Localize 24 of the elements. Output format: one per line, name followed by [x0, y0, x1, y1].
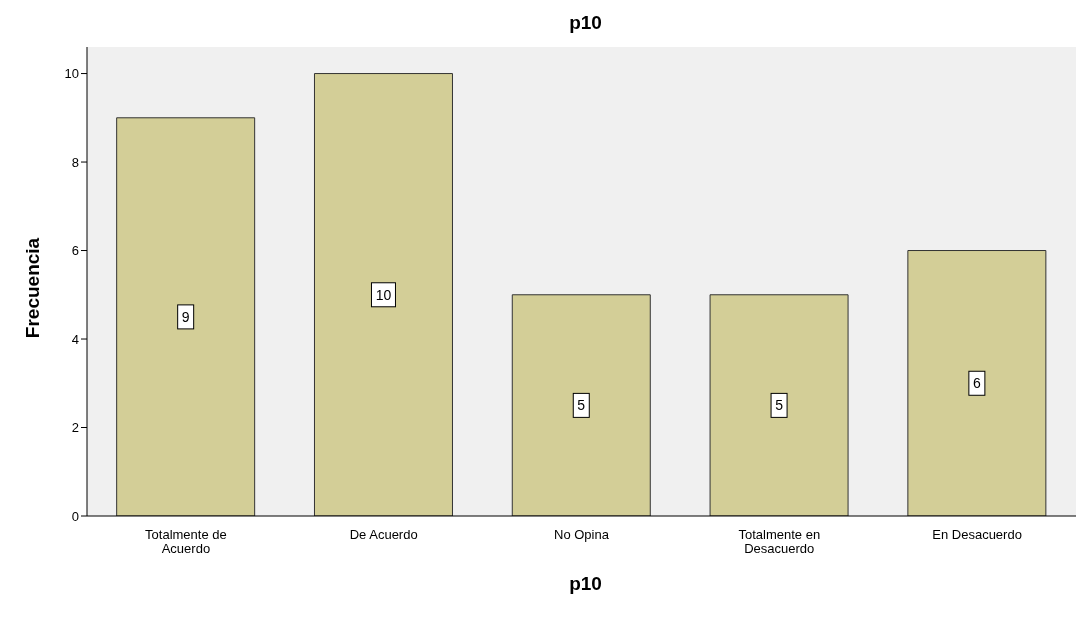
y-tick-label: 0 — [71, 508, 79, 524]
y-tick-label: 10 — [64, 66, 79, 82]
y-tick-label: 2 — [71, 420, 79, 436]
bar — [313, 73, 453, 516]
x-axis-title: p10 — [568, 573, 603, 595]
chart-title: p10 — [568, 12, 603, 34]
bar — [709, 294, 849, 516]
x-tick-label: En Desacuerdo — [932, 527, 1022, 543]
bar — [116, 117, 256, 516]
data-label: 5 — [775, 397, 784, 414]
data-label: 10 — [375, 286, 392, 303]
bar — [907, 250, 1047, 516]
y-tick-label: 8 — [71, 154, 79, 170]
data-label: 9 — [181, 308, 190, 325]
x-tick-label: No Opina — [554, 527, 610, 543]
x-tick-label: Totalmente en Desacuerdo — [738, 527, 821, 557]
x-tick-label: De Acuerdo — [349, 527, 418, 543]
bar — [511, 294, 651, 516]
y-axis-title: Frecuencia — [22, 237, 44, 339]
x-tick-label: Totalmente de Acuerdo — [145, 527, 227, 557]
y-tick-label: 4 — [71, 331, 79, 347]
data-label: 5 — [577, 397, 586, 414]
y-tick-label: 6 — [71, 243, 79, 259]
data-label: 6 — [972, 375, 981, 392]
